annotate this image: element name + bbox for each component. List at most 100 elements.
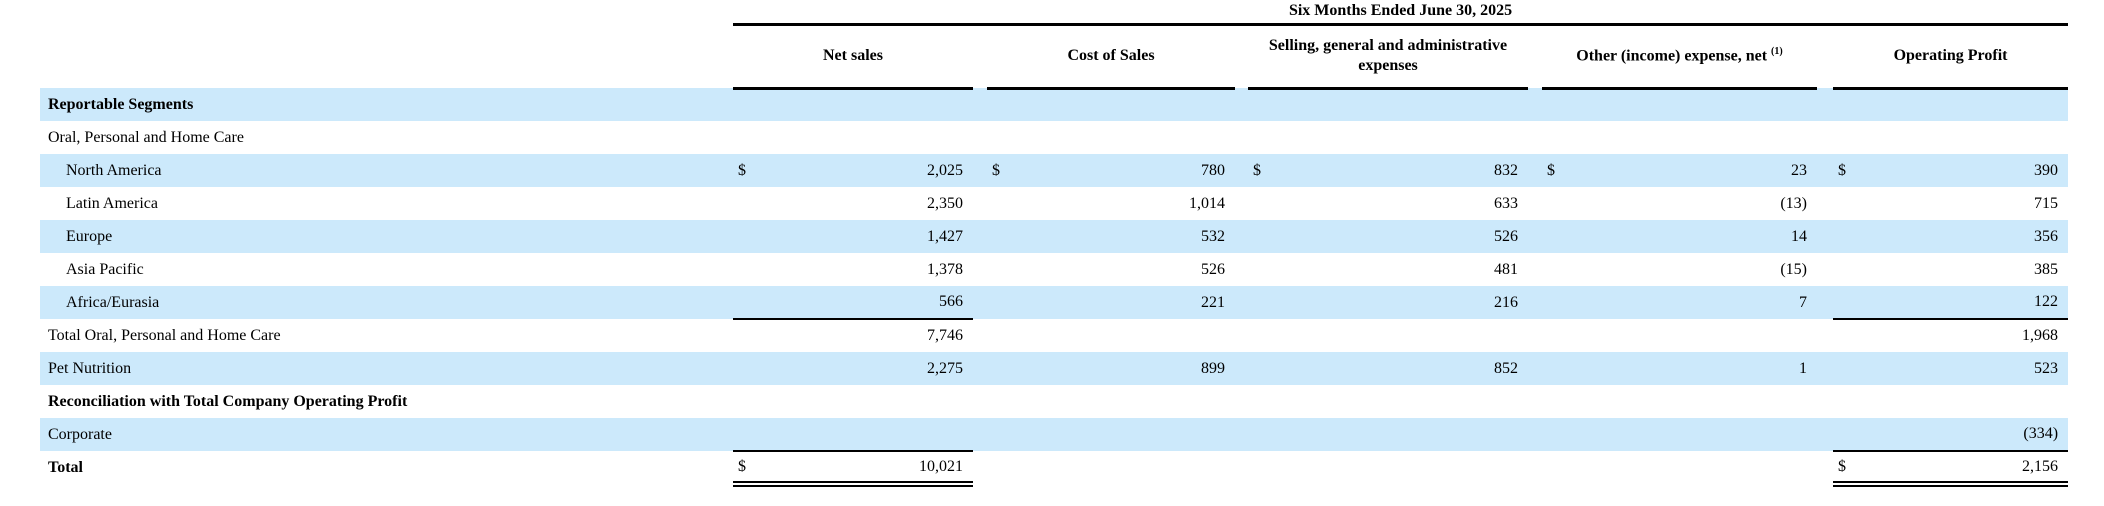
cell-gap [1817, 319, 1833, 352]
cell-other [1580, 385, 1817, 418]
cell-sga: 633 [1494, 194, 1518, 212]
cell-dollar: $ [1838, 161, 1846, 179]
table-row-north-america: North America $2,025 $780 $832 $23 $390 [40, 154, 2069, 187]
cell-gap [1235, 385, 1248, 418]
cell-sga: 216 [1494, 293, 1518, 311]
table-row-total-oral-personal-home-care: Total Oral, Personal and Home Care 7,746… [40, 319, 2068, 352]
cell-cost-of-sales [1025, 121, 1235, 154]
cell-dollar [1248, 253, 1286, 286]
cell-dollar [1248, 286, 1286, 319]
cell-gap [1528, 220, 1542, 253]
cell-gap [1528, 88, 1542, 121]
cell-gap [973, 385, 987, 418]
cell-gap [973, 121, 987, 154]
cell-gap [1817, 121, 1833, 154]
row-label: North America [66, 161, 162, 179]
cell-dollar [1542, 220, 1580, 253]
column-header-cost-of-sales: Cost of Sales [987, 24, 1235, 90]
row-label: Pet Nutrition [48, 359, 132, 377]
cell-gap [973, 253, 987, 286]
cell-cost-of-sales [1025, 418, 1235, 451]
cell-dollar: $ [992, 161, 1000, 179]
table-row-asia-pacific: Asia Pacific 1,378 526 481 (15) 385 [40, 253, 2068, 286]
cell-operating-profit: 1,968 [2022, 327, 2059, 344]
cell-operating-profit: 523 [2034, 359, 2059, 377]
cell-gap [1528, 418, 1542, 451]
cell-dollar [1542, 352, 1580, 385]
cell-gap [1235, 220, 1248, 253]
cell-other: (13) [1780, 194, 1807, 212]
cell-dollar [1248, 121, 1286, 154]
cell-gap [1817, 187, 1833, 220]
cell-gap [973, 187, 987, 220]
cell-dollar [733, 286, 771, 320]
cell-operating-profit: 385 [2034, 260, 2059, 278]
cell-dollar [733, 385, 771, 418]
cell-gap [1528, 352, 1542, 385]
cell-gap [1528, 121, 1542, 154]
period-header: Six Months Ended June 30, 2025 [733, 0, 2069, 26]
cell-cost-of-sales: 221 [1201, 293, 1225, 311]
cell-dollar: $ [1253, 161, 1261, 179]
column-header-net-sales: Net sales [733, 24, 973, 90]
cell-gap [1528, 187, 1542, 220]
cell-dollar [733, 88, 771, 121]
cell-cost-of-sales: 532 [1201, 227, 1225, 245]
cell-sga [1286, 418, 1528, 451]
cell-gap [1235, 451, 1248, 484]
period-header-spacer [40, 0, 733, 24]
cell-net-sales: 1,427 [927, 227, 963, 245]
cell-dollar [733, 253, 771, 286]
cell-dollar [1542, 385, 1580, 418]
cell-dollar [1542, 319, 1580, 352]
cell-operating-profit: 2,156 [1871, 451, 2069, 487]
cell-gap [1235, 319, 1248, 352]
cell-dollar: $ [1547, 161, 1555, 179]
cell-gap [1817, 385, 1833, 418]
cell-dollar [1833, 220, 1871, 253]
cell-gap [973, 286, 987, 319]
cell-net-sales [771, 88, 973, 121]
cell-dollar [1833, 319, 1871, 352]
table-row-total: Total $10,021 $2,156 [40, 451, 2069, 487]
cell-gap [1235, 418, 1248, 451]
cell-operating-profit: 356 [2034, 227, 2059, 245]
row-label: Reportable Segments [48, 95, 194, 113]
cell-net-sales [771, 385, 973, 418]
cell-dollar [987, 451, 1025, 484]
table-row-reportable-segments: Reportable Segments [40, 88, 2069, 121]
cell-dollar [733, 121, 771, 154]
cell-cost-of-sales [1025, 451, 1235, 484]
cell-dollar [733, 418, 771, 452]
cell-dollar [1248, 220, 1286, 253]
cell-cost-of-sales: 1,014 [1189, 194, 1225, 212]
cell-net-sales: 2,350 [927, 194, 963, 212]
cell-dollar [733, 319, 771, 352]
cell-dollar [1833, 121, 1871, 154]
cell-dollar [1833, 286, 1871, 320]
cell-gap [1817, 352, 1833, 385]
cell-other [1580, 121, 1817, 154]
cell-dollar [1248, 418, 1286, 451]
table-row-corporate: Corporate (334) [40, 418, 2069, 452]
cell-operating-profit [1871, 385, 2068, 418]
table-row-pet-nutrition: Pet Nutrition 2,275 899 852 1 523 [40, 352, 2069, 385]
cell-dollar [987, 385, 1025, 418]
cell-gap [973, 451, 987, 484]
cell-gap [973, 154, 987, 187]
column-gap [1817, 24, 1833, 88]
cell-dollar [987, 352, 1025, 385]
cell-dollar [1248, 88, 1286, 121]
column-header-cost-of-sales-label: Cost of Sales [1067, 47, 1155, 64]
cell-dollar [733, 220, 771, 253]
cell-operating-profit [1871, 88, 2068, 121]
cell-sga: 481 [1494, 260, 1518, 278]
cell-gap [973, 220, 987, 253]
column-header-row: Net sales Cost of Sales Selling, general… [40, 24, 2069, 90]
cell-net-sales: 2,025 [927, 161, 963, 179]
column-header-sga: Selling, general and administrative expe… [1248, 24, 1528, 90]
table-row-latin-america: Latin America 2,350 1,014 633 (13) 715 [40, 187, 2068, 220]
cell-dollar [1833, 88, 1871, 121]
cell-dollar [987, 319, 1025, 352]
